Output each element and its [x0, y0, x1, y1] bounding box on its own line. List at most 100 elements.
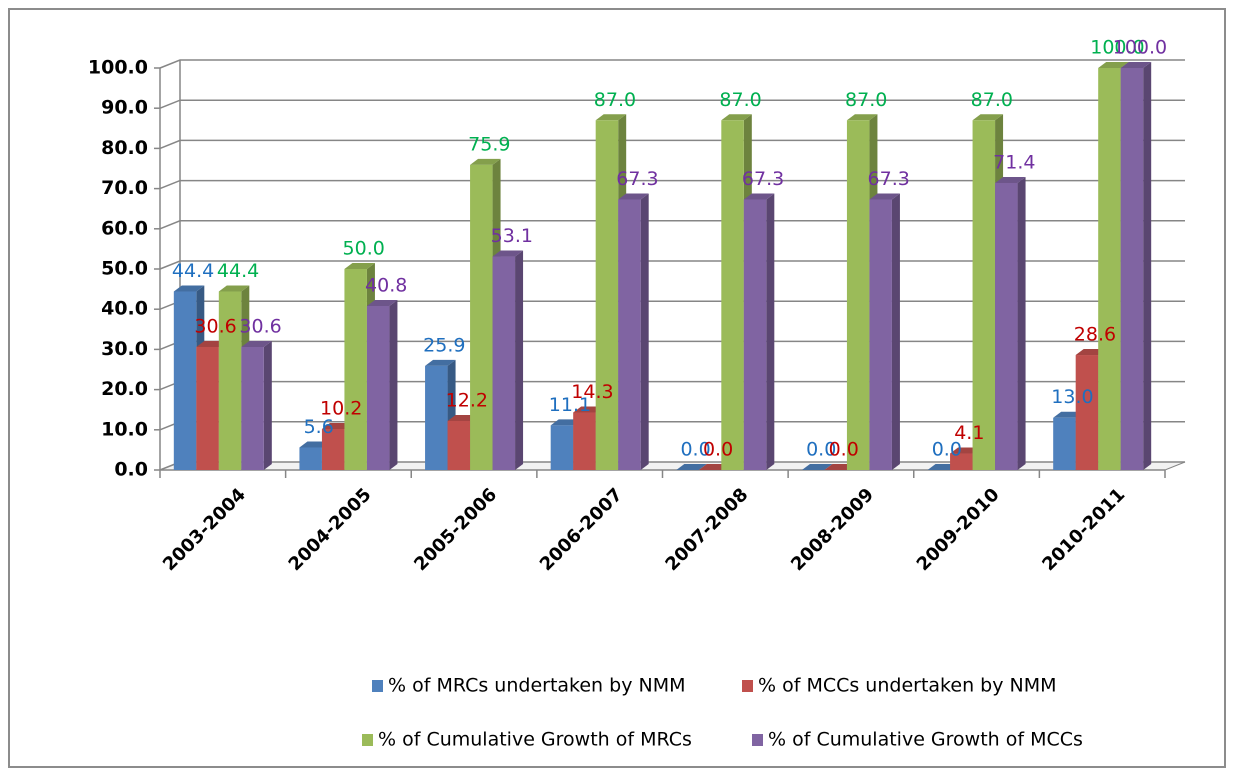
bar-side	[1017, 176, 1026, 471]
data-label: 67.3	[742, 168, 784, 190]
data-label: 14.3	[571, 381, 613, 403]
data-label: 87.0	[845, 89, 887, 111]
bar-top	[425, 359, 456, 366]
bar	[492, 256, 516, 470]
bar-top	[995, 176, 1026, 183]
data-label: 40.8	[365, 274, 407, 296]
data-label: 4.1	[954, 422, 984, 444]
bar-top	[366, 299, 398, 306]
bar-top	[218, 285, 250, 292]
data-label: 0.0	[829, 439, 859, 461]
bar	[743, 199, 767, 471]
data-label: 10.2	[320, 397, 362, 419]
data-label: 0.0	[680, 439, 710, 461]
y-tick-label: 50.0	[101, 258, 148, 280]
data-label: 100.0	[1113, 37, 1167, 59]
bar	[721, 120, 744, 470]
bar-top	[1120, 62, 1152, 68]
data-label: 5.6	[304, 416, 334, 438]
bar	[218, 291, 242, 470]
bar	[196, 346, 219, 470]
bar	[550, 425, 574, 470]
y-tick-label: 10.0	[101, 418, 148, 440]
bar	[595, 120, 619, 470]
bar-top	[721, 114, 752, 121]
bar-top	[743, 193, 775, 200]
data-label: 13.0	[1051, 386, 1093, 408]
bar	[366, 305, 390, 470]
data-label: 28.6	[1074, 324, 1116, 346]
bar-top	[676, 464, 707, 470]
bar	[344, 269, 367, 470]
legend-swatch	[742, 680, 753, 692]
bar	[950, 453, 973, 470]
data-label: 0.0	[806, 439, 836, 461]
y-tick-label: 80.0	[101, 137, 148, 159]
bar-top	[1098, 62, 1129, 68]
bar-side	[263, 340, 272, 470]
bar-top	[972, 114, 1004, 121]
bar	[321, 428, 345, 470]
data-label: 67.3	[868, 168, 910, 190]
data-label: 50.0	[343, 238, 385, 260]
bar-top	[241, 340, 272, 347]
bar-side	[515, 250, 524, 470]
data-label: 25.9	[423, 334, 465, 356]
legend-label: % of Cumulative Growth of MRCs	[378, 729, 692, 751]
data-label: 75.9	[468, 133, 510, 155]
bar-side	[640, 193, 649, 471]
legend-swatch	[752, 734, 763, 746]
data-label: 30.6	[194, 315, 236, 337]
y-tick-label: 70.0	[101, 177, 148, 199]
bar	[618, 199, 641, 471]
bar	[425, 365, 448, 470]
bar-top	[595, 114, 627, 121]
bar	[1120, 68, 1144, 470]
bar	[972, 120, 996, 470]
bar-top	[470, 158, 501, 165]
bar-side	[891, 193, 900, 471]
bar-side	[766, 193, 775, 471]
bar-side	[1143, 62, 1152, 470]
bar	[173, 291, 197, 470]
bar	[869, 199, 892, 471]
bar-top	[801, 464, 833, 470]
data-label: 0.0	[703, 439, 733, 461]
legend-label: % of MCCs undertaken by NMM	[758, 675, 1057, 697]
bar-top	[846, 114, 878, 121]
y-tick-label: 100.0	[88, 57, 148, 79]
legend-label: % of MRCs undertaken by NMM	[388, 675, 685, 697]
bar	[1053, 417, 1076, 470]
legend-label: % of Cumulative Growth of MCCs	[768, 729, 1083, 751]
bar	[470, 164, 493, 470]
bar	[241, 346, 264, 470]
y-tick-label: 40.0	[101, 298, 148, 320]
data-label: 12.2	[446, 389, 488, 411]
y-tick-label: 60.0	[101, 217, 148, 239]
bar	[447, 420, 471, 470]
data-label: 30.6	[239, 315, 281, 337]
y-tick-label: 90.0	[101, 97, 148, 119]
legend-swatch	[372, 680, 383, 692]
data-label: 87.0	[594, 89, 636, 111]
bar	[299, 447, 322, 470]
data-label: 87.0	[971, 89, 1013, 111]
y-tick-label: 20.0	[101, 378, 148, 400]
bar	[1075, 355, 1099, 470]
bar	[846, 120, 870, 470]
data-label: 87.0	[719, 89, 761, 111]
data-label: 71.4	[993, 151, 1035, 173]
y-tick-label: 30.0	[101, 338, 148, 360]
data-label: 11.1	[549, 394, 591, 416]
data-label: 53.1	[491, 225, 533, 247]
bar-top	[344, 263, 375, 269]
data-label: 100.0	[1090, 37, 1144, 59]
bar	[1098, 68, 1121, 470]
bar-top	[492, 250, 524, 257]
legend-swatch	[362, 734, 373, 746]
bar	[995, 182, 1018, 471]
bar	[573, 412, 596, 470]
bar-top	[173, 285, 205, 292]
bar-top	[618, 193, 649, 200]
